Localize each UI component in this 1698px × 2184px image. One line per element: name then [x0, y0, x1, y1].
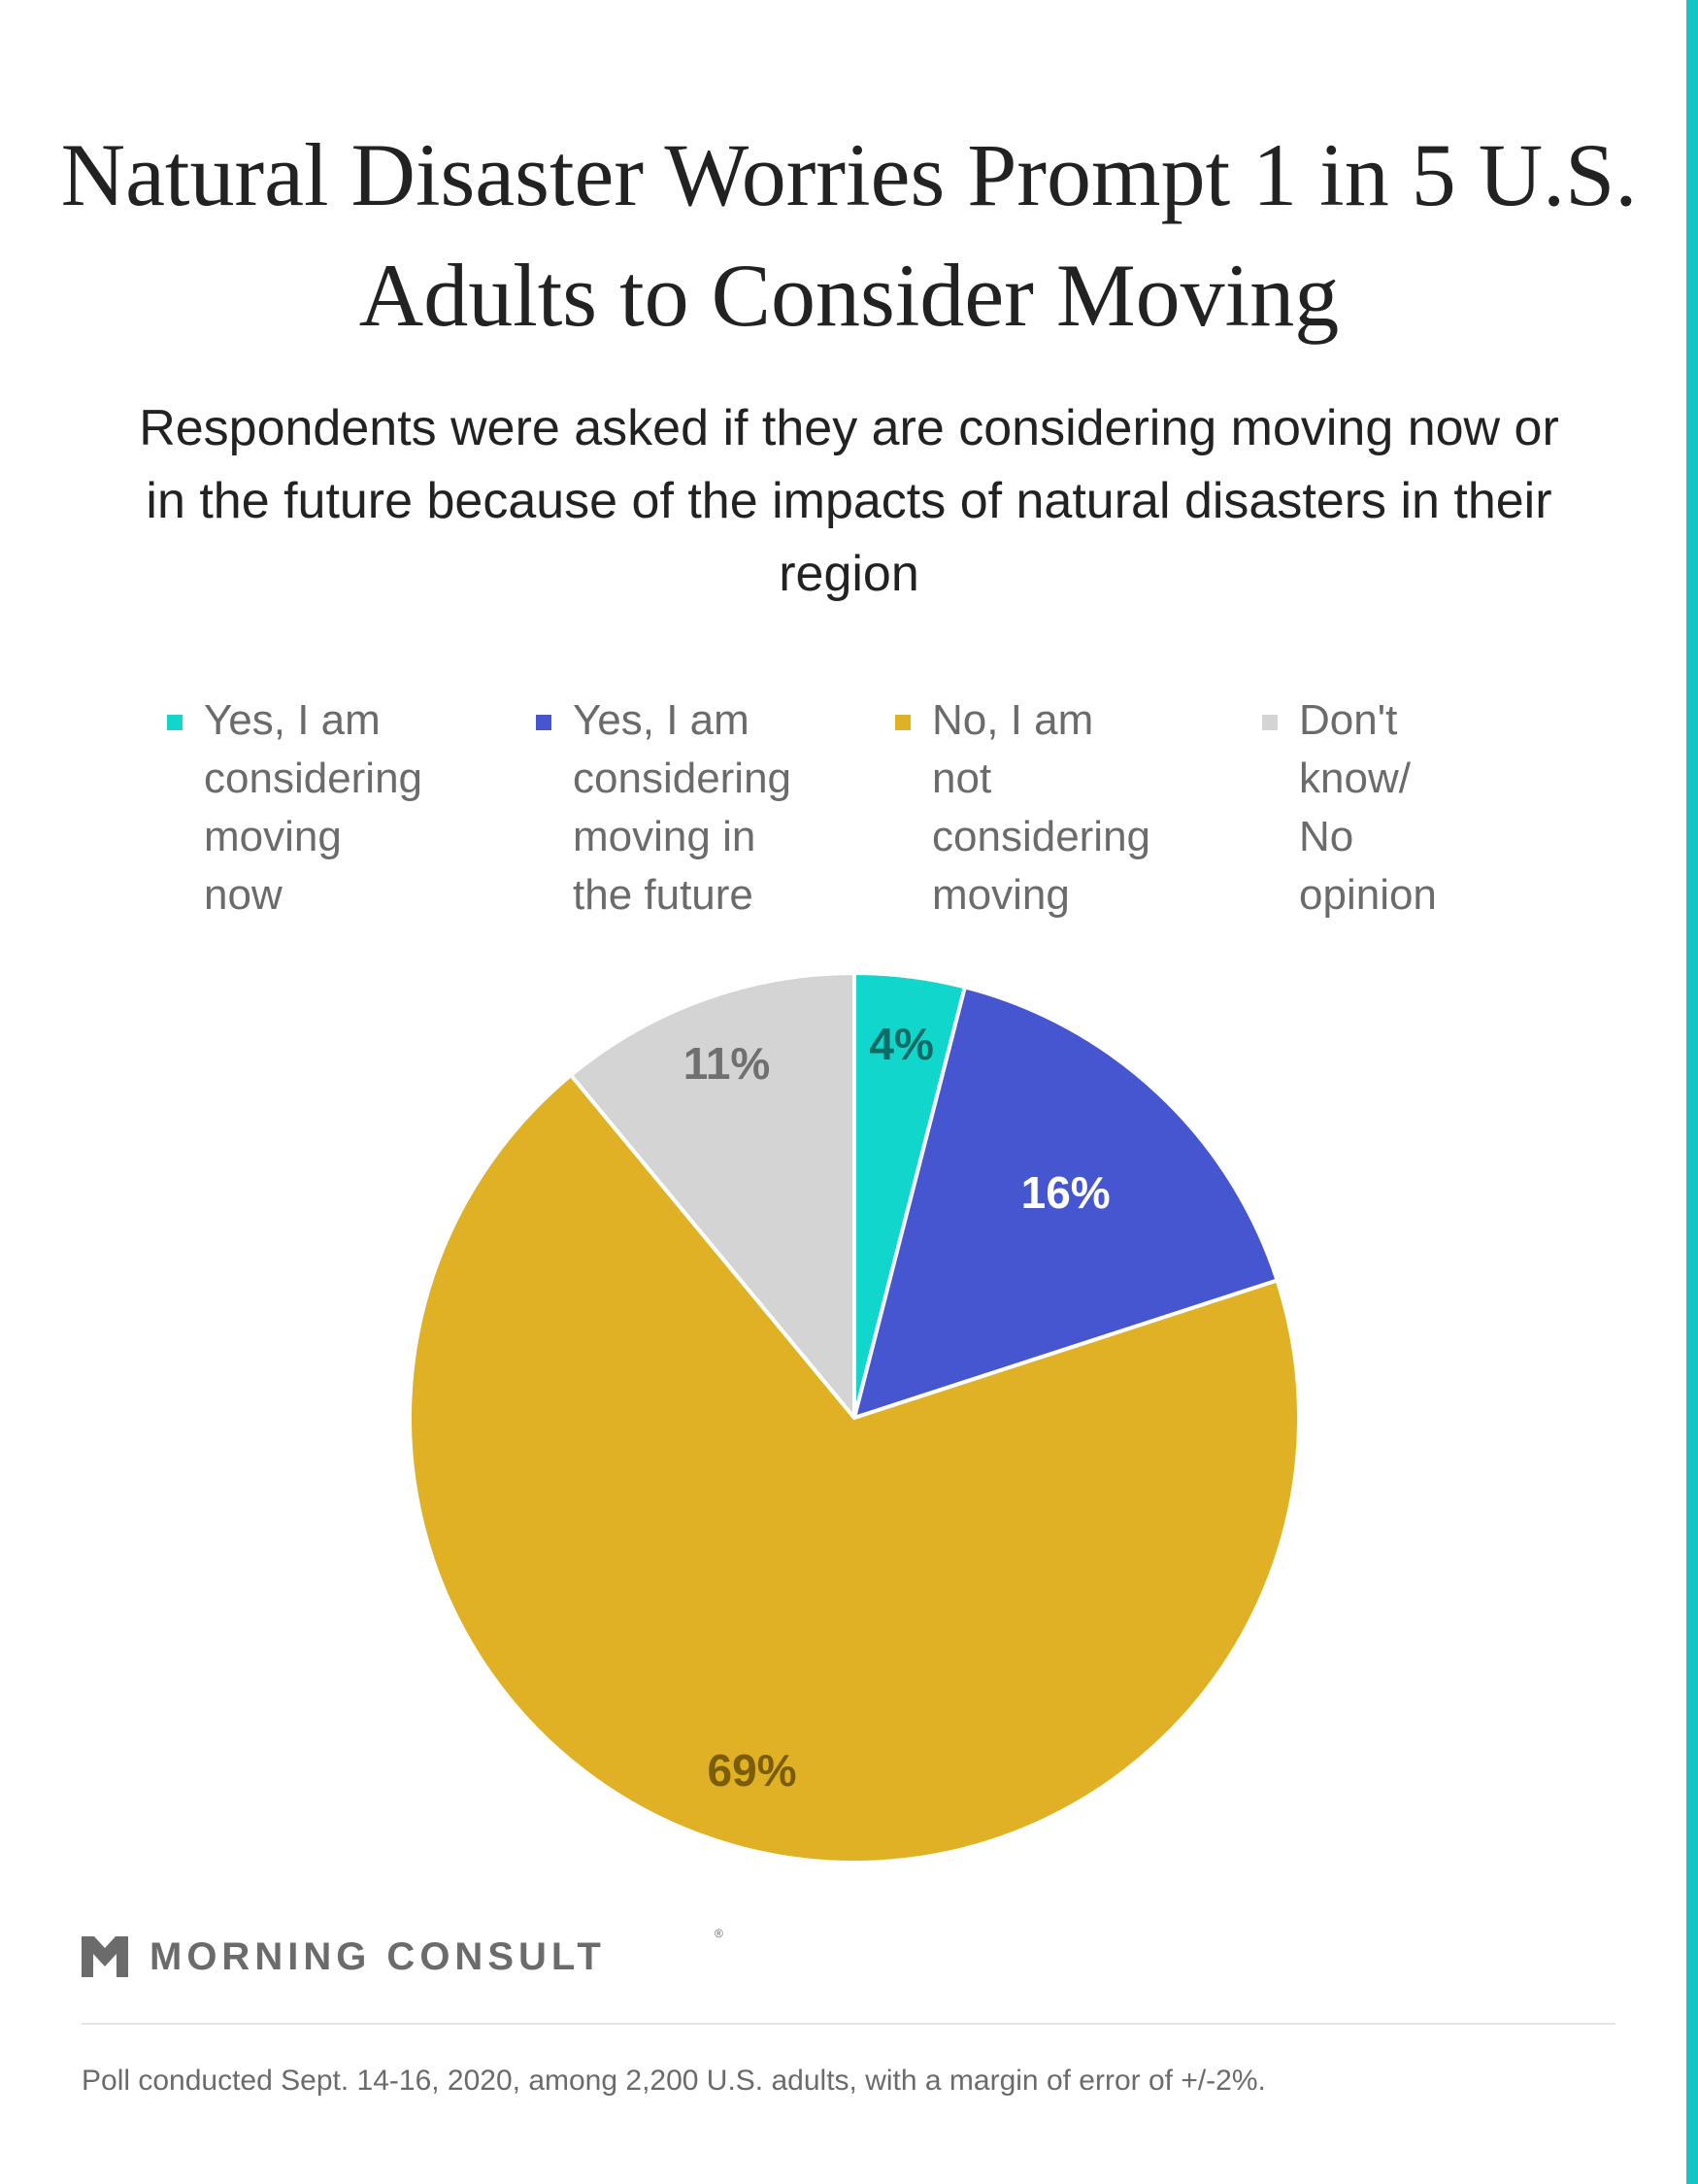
data-label-not: 69%: [708, 1745, 797, 1796]
chart-subtitle: Respondents were asked if they are consi…: [139, 400, 1559, 602]
legend-swatch-now: [167, 715, 183, 730]
data-label-now: 4%: [869, 1019, 933, 1069]
footnote: Poll conducted Sept. 14-16, 2020, among …: [82, 2065, 1266, 2097]
legend-swatch-not: [895, 715, 911, 730]
legend-swatch-future: [536, 715, 551, 730]
chart-title: Natural Disaster Worries Prompt 1 in 5 U…: [60, 125, 1638, 345]
data-label-dont-know: 11%: [683, 1038, 771, 1089]
pie-slice-future: [852, 985, 1280, 1420]
pie-slice-not: [408, 1073, 1301, 1865]
brand-name: MORNING CONSULT: [150, 1935, 606, 1978]
legend-label-future: Yes, I am considering moving in the futu…: [573, 696, 792, 919]
pie-chart-area: 4% 16% 69% 11%: [388, 952, 1320, 1884]
pie-slice-dont-know: [569, 971, 856, 1420]
legend-label-not: No, I am not considering moving: [932, 696, 1151, 919]
pie-chart: 4% 16% 69% 11%: [408, 971, 1301, 1865]
legend-label-dont-know: Don't know/ No opinion: [1299, 696, 1437, 919]
data-label-future: 16%: [1021, 1167, 1111, 1218]
registered-mark: ®: [715, 1927, 723, 1940]
legend-swatch-dont-know: [1262, 715, 1278, 730]
morning-consult-chevron-icon: [82, 1936, 128, 1977]
legend-label-now: Yes, I am considering moving now: [204, 696, 423, 919]
footer-divider: [82, 2023, 1615, 2025]
accent-bar: [1686, 0, 1698, 2184]
